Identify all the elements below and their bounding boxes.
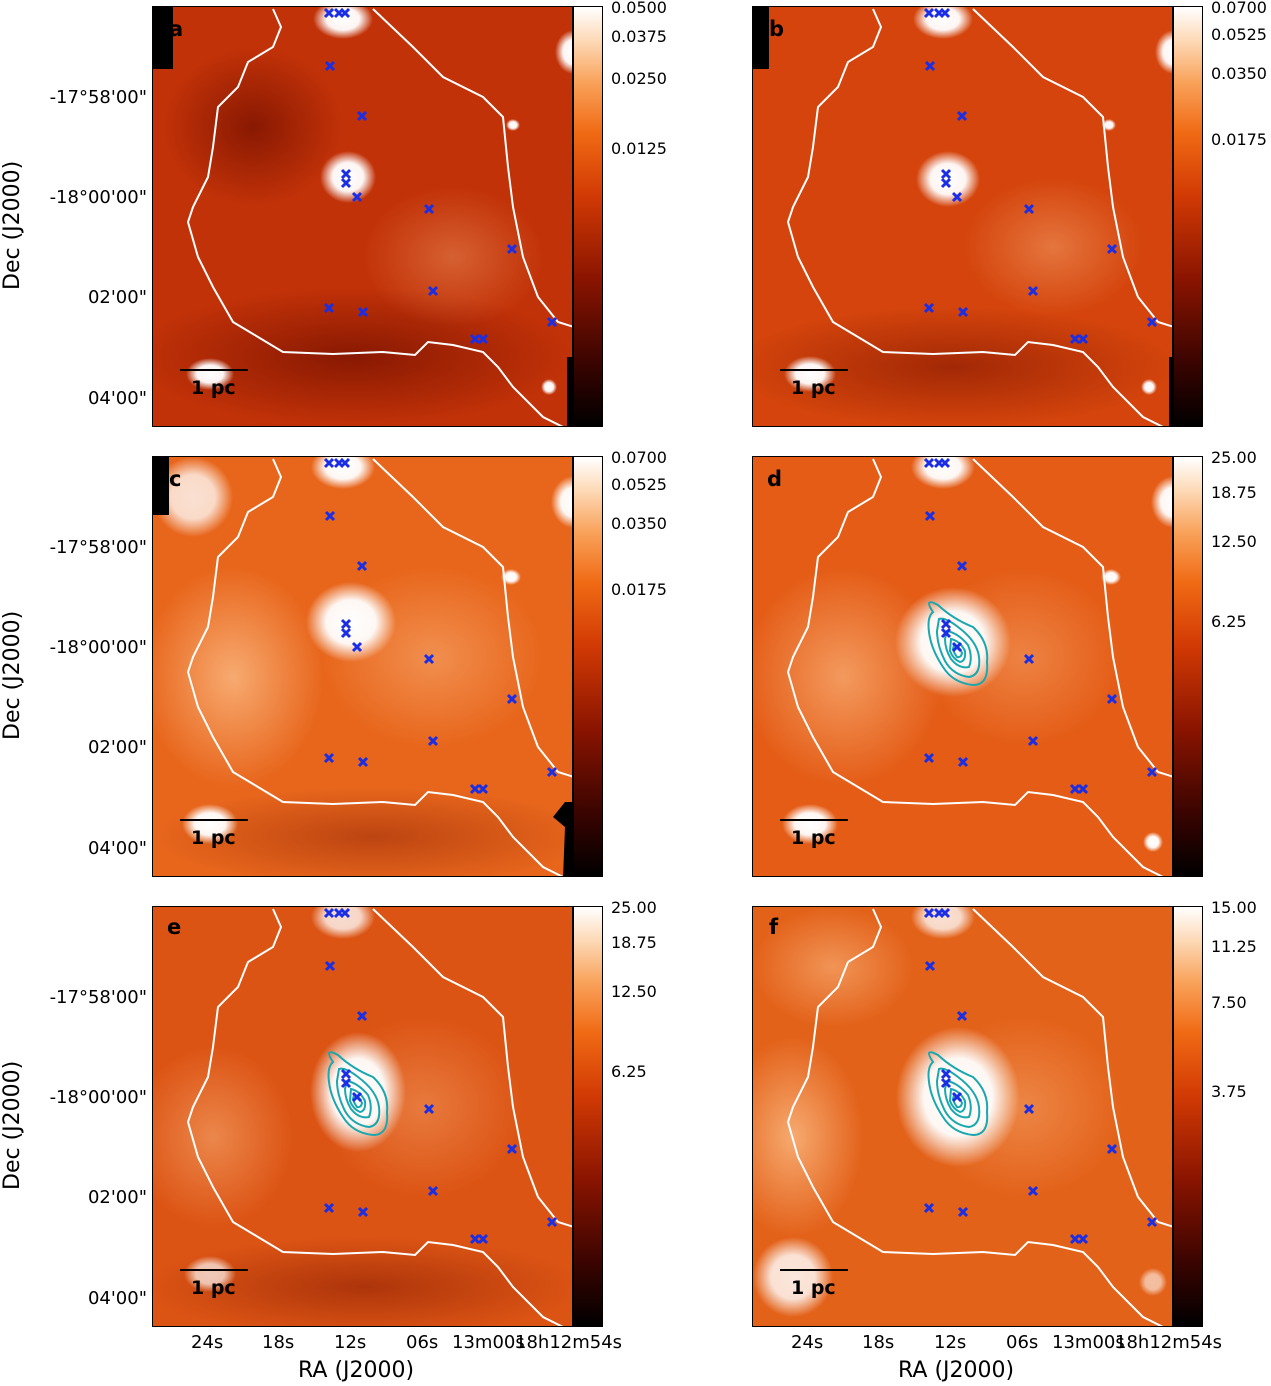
colorbar-tick: 0.0700 [611, 448, 667, 467]
scale-bar-line [780, 369, 848, 371]
colorbar-tick: 0.0500 [611, 0, 667, 17]
region-boundary [186, 908, 572, 1326]
colorbar-tick: 18.75 [1211, 483, 1257, 502]
map-panel-c: 1 pc c [152, 456, 573, 877]
colorbar-tick: 0.0700 [1211, 0, 1267, 17]
colorbar-tick: 0.0350 [611, 514, 667, 533]
dec-tick: -17°58'00" [49, 987, 147, 1008]
colorbar-tick: 18.75 [611, 933, 657, 952]
colorbar [1173, 6, 1203, 427]
ra-tick: 18h12m54s [515, 1332, 623, 1353]
ra-tick: 12s [334, 1332, 367, 1353]
source-markers [923, 457, 1158, 795]
colorbar [1173, 456, 1203, 877]
colorbar-tick: 12.50 [1211, 532, 1257, 551]
dec-axis-title: Dec (J2000) [0, 610, 25, 740]
ra-tick: 06s [1006, 1332, 1039, 1353]
dec-tick: -17°58'00" [49, 87, 147, 108]
region-boundary [786, 908, 1172, 1326]
colorbar-tick: 25.00 [1211, 448, 1257, 467]
colorbar-tick: 0.0375 [611, 27, 667, 46]
scale-bar-line [780, 1269, 848, 1271]
colorbar [573, 456, 603, 877]
source-markers [323, 7, 558, 345]
ra-tick: 18h12m54s [1115, 1332, 1223, 1353]
panel-label: b [769, 17, 785, 41]
ra-tick: 24s [791, 1332, 824, 1353]
map-panel-d: 1 pc d [752, 456, 1173, 877]
colorbar-tick: 6.25 [1211, 612, 1247, 631]
scale-bar-label: 1 pc [191, 827, 236, 849]
map-panel-f: 1 pc f [752, 906, 1173, 1327]
ra-tick: 12s [934, 1332, 967, 1353]
panel-label: a [169, 17, 184, 41]
region-boundary [186, 458, 572, 876]
map-image [753, 7, 1172, 426]
colorbar-tick: 0.0125 [611, 139, 667, 158]
colorbar-tick: 25.00 [611, 898, 657, 917]
colorbar-tick: 6.25 [611, 1062, 647, 1081]
dec-axis-title: Dec (J2000) [0, 160, 25, 290]
panel-label: c [169, 467, 182, 491]
colorbar-tick: 11.25 [1211, 937, 1257, 956]
dec-tick: 04'00" [87, 838, 147, 859]
colorbar-tick: 0.0525 [1211, 25, 1267, 44]
source-markers [923, 907, 1158, 1245]
colorbar [573, 906, 603, 1327]
intensity-contours [327, 1051, 389, 1137]
region-boundary [186, 8, 572, 426]
colorbar-tick: 3.75 [1211, 1082, 1247, 1101]
map-panel-a: 1 pc a [152, 6, 573, 427]
ra-axis-title: RA (J2000) [298, 1358, 415, 1383]
scale-bar-line [180, 369, 248, 371]
map-panel-e: 1 pc e [152, 906, 573, 1327]
scale-bar-line [180, 1269, 248, 1271]
dec-tick: -17°58'00" [49, 537, 147, 558]
colorbar [1173, 906, 1203, 1327]
colorbar-tick: 12.50 [611, 982, 657, 1001]
dec-tick: 02'00" [87, 737, 147, 758]
map-panel-b: 1 pc b [752, 6, 1173, 427]
dec-tick: -18°00'00" [49, 637, 147, 658]
dec-axis-title: Dec (J2000) [0, 1060, 25, 1190]
ra-tick: 24s [191, 1332, 224, 1353]
scale-bar-line [780, 819, 848, 821]
map-image [153, 457, 572, 876]
region-boundary [786, 8, 1172, 426]
colorbar-tick: 0.0175 [1211, 130, 1267, 149]
ra-tick: 13m00s [452, 1332, 525, 1353]
colorbar-tick: 7.50 [1211, 993, 1247, 1012]
dec-tick: 02'00" [87, 1187, 147, 1208]
colorbar-tick: 0.0175 [611, 580, 667, 599]
source-markers [923, 7, 1158, 345]
colorbar-tick: 0.0525 [611, 475, 667, 494]
colorbar-tick: 0.0250 [611, 69, 667, 88]
source-markers [323, 907, 558, 1245]
scale-bar-label: 1 pc [191, 377, 236, 399]
dec-tick: -18°00'00" [49, 1087, 147, 1108]
ra-tick: 18s [862, 1332, 895, 1353]
dec-tick: 02'00" [87, 287, 147, 308]
ra-tick: 18s [262, 1332, 295, 1353]
panel-label: f [769, 915, 779, 939]
dec-tick: 04'00" [87, 1288, 147, 1309]
scale-bar-label: 1 pc [791, 1277, 836, 1299]
map-image [753, 457, 1172, 876]
scale-bar-line [180, 819, 248, 821]
ra-tick: 13m00s [1052, 1332, 1125, 1353]
source-markers [323, 457, 558, 795]
dec-tick: -18°00'00" [49, 187, 147, 208]
colorbar-tick: 0.0350 [1211, 64, 1267, 83]
region-boundary [786, 458, 1172, 876]
ra-axis-title: RA (J2000) [898, 1358, 1015, 1383]
dec-tick: 04'00" [87, 388, 147, 409]
ra-tick: 06s [406, 1332, 439, 1353]
colorbar-tick: 15.00 [1211, 898, 1257, 917]
colorbar [573, 6, 603, 427]
scale-bar-label: 1 pc [791, 827, 836, 849]
panel-label: d [767, 467, 783, 491]
panel-label: e [167, 915, 182, 939]
scale-bar-label: 1 pc [191, 1277, 236, 1299]
scale-bar-label: 1 pc [791, 377, 836, 399]
